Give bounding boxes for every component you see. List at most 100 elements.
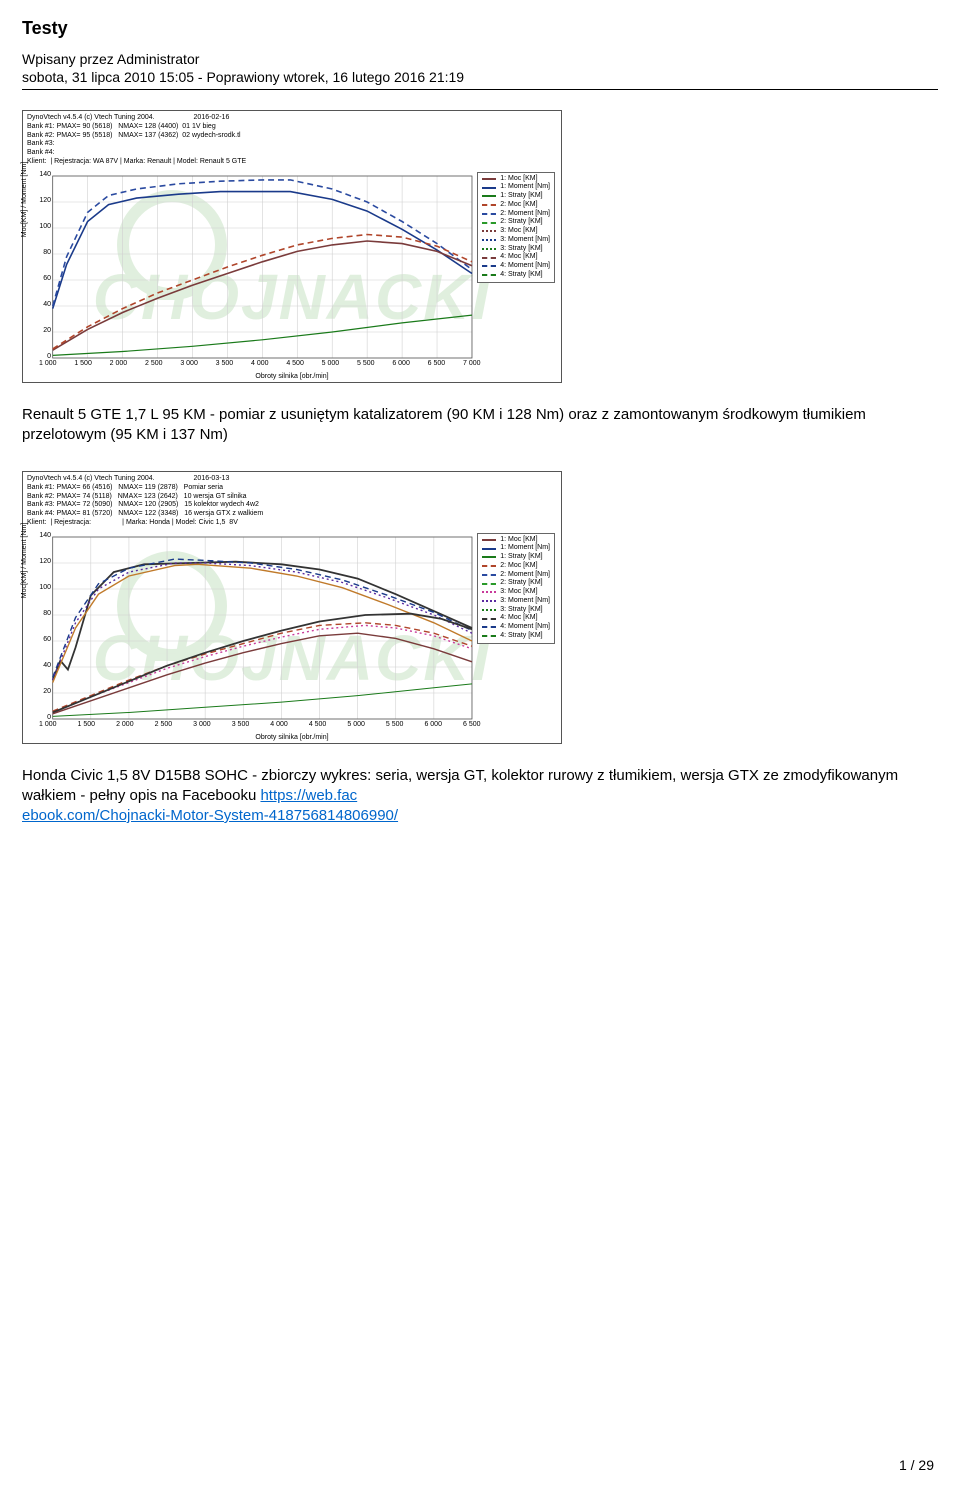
xtick-label: 4 000	[270, 721, 288, 728]
xtick-label: 1 000	[39, 721, 57, 728]
legend-swatch	[482, 257, 496, 259]
legend-label: 4: Straty [KM]	[500, 271, 542, 280]
ytick-label: 0	[31, 353, 51, 360]
legend-item: 1: Moc [KM]	[482, 536, 550, 545]
legend-item: 1: Moment [Nm]	[482, 183, 550, 192]
legend-label: 4: Straty [KM]	[500, 632, 542, 641]
ytick-label: 120	[31, 558, 51, 565]
chart2-body: CHOJNACKI Moc[KM] / Moment [Nm] Obroty s…	[25, 531, 559, 741]
ytick-label: 80	[31, 249, 51, 256]
legend-swatch	[482, 230, 496, 232]
legend-swatch	[482, 548, 496, 550]
chart1-legend: 1: Moc [KM]1: Moment [Nm]1: Straty [KM]2…	[477, 172, 555, 283]
doc-title: Testy	[22, 18, 938, 39]
legend-label: 1: Straty [KM]	[500, 553, 542, 562]
legend-swatch	[482, 187, 496, 189]
legend-swatch	[482, 213, 496, 215]
xtick-label: 6 000	[392, 360, 410, 367]
legend-label: 1: Straty [KM]	[500, 192, 542, 201]
ytick-label: 60	[31, 275, 51, 282]
ytick-label: 0	[31, 714, 51, 721]
legend-swatch	[482, 600, 496, 602]
xtick-label: 1 500	[74, 360, 92, 367]
ytick-label: 80	[31, 610, 51, 617]
legend-item: 4: Straty [KM]	[482, 271, 550, 280]
legend-swatch	[482, 583, 496, 585]
legend-label: 3: Moment [Nm]	[500, 597, 550, 606]
legend-item: 3: Moc [KM]	[482, 227, 550, 236]
legend-item: 4: Moc [KM]	[482, 614, 550, 623]
xtick-label: 2 000	[110, 360, 128, 367]
chart1-ylabel: Moc[KM] / Moment [Nm]	[21, 161, 28, 236]
xtick-label: 3 500	[216, 360, 234, 367]
legend-swatch	[482, 565, 496, 567]
legend-label: 1: Moment [Nm]	[500, 183, 550, 192]
ytick-label: 140	[31, 532, 51, 539]
legend-label: 4: Moment [Nm]	[500, 623, 550, 632]
ytick-label: 100	[31, 223, 51, 230]
legend-item: 2: Straty [KM]	[482, 218, 550, 227]
legend-label: 2: Moment [Nm]	[500, 210, 550, 219]
dyno-chart-2: DynoVtech v4.5.4 (c) Vtech Tuning 2004. …	[22, 471, 562, 744]
ytick-label: 60	[31, 636, 51, 643]
legend-item: 3: Straty [KM]	[482, 245, 550, 254]
caption2-text: Honda Civic 1,5 8V D15B8 SOHC - zbiorczy…	[22, 767, 898, 804]
legend-swatch	[482, 265, 496, 267]
legend-swatch	[482, 591, 496, 593]
legend-label: 3: Straty [KM]	[500, 245, 542, 254]
legend-item: 3: Straty [KM]	[482, 606, 550, 615]
chart2-legend: 1: Moc [KM]1: Moment [Nm]1: Straty [KM]2…	[477, 533, 555, 644]
legend-swatch	[482, 626, 496, 628]
legend-label: 2: Moc [KM]	[500, 201, 537, 210]
legend-label: 3: Straty [KM]	[500, 606, 542, 615]
xtick-label: 5 500	[386, 721, 404, 728]
xtick-label: 4 000	[251, 360, 269, 367]
xtick-label: 3 500	[232, 721, 250, 728]
legend-swatch	[482, 539, 496, 541]
legend-item: 1: Moc [KM]	[482, 175, 550, 184]
xtick-label: 5 000	[347, 721, 365, 728]
legend-item: 3: Moc [KM]	[482, 588, 550, 597]
chart2-xlabel: Obroty silnika [obr./min]	[255, 734, 328, 741]
xtick-label: 2 000	[116, 721, 134, 728]
xtick-label: 3 000	[193, 721, 211, 728]
xtick-label: 2 500	[155, 721, 173, 728]
xtick-label: 6 500	[463, 721, 481, 728]
legend-swatch	[482, 556, 496, 558]
legend-swatch	[482, 195, 496, 197]
facebook-link-part1[interactable]: https://web.fac	[260, 787, 357, 804]
legend-label: 2: Straty [KM]	[500, 218, 542, 227]
chart2-header: DynoVtech v4.5.4 (c) Vtech Tuning 2004. …	[25, 474, 559, 531]
xtick-label: 6 500	[428, 360, 446, 367]
legend-item: 4: Moment [Nm]	[482, 262, 550, 271]
legend-item: 2: Moc [KM]	[482, 201, 550, 210]
legend-item: 4: Straty [KM]	[482, 632, 550, 641]
legend-swatch	[482, 635, 496, 637]
legend-label: 4: Moc [KM]	[500, 253, 537, 262]
legend-swatch	[482, 274, 496, 276]
caption-2: Honda Civic 1,5 8V D15B8 SOHC - zbiorczy…	[22, 766, 938, 827]
ytick-label: 20	[31, 688, 51, 695]
chart1-xlabel: Obroty silnika [obr./min]	[255, 373, 328, 380]
xtick-label: 3 000	[180, 360, 198, 367]
legend-label: 2: Moment [Nm]	[500, 571, 550, 580]
caption1-text: Renault 5 GTE 1,7 L 95 KM - pomiar z usu…	[22, 406, 866, 443]
legend-swatch	[482, 618, 496, 620]
legend-label: 4: Moment [Nm]	[500, 262, 550, 271]
legend-label: 1: Moc [KM]	[500, 175, 537, 184]
ytick-label: 140	[31, 171, 51, 178]
ytick-label: 100	[31, 584, 51, 591]
xtick-label: 6 000	[424, 721, 442, 728]
legend-swatch	[482, 574, 496, 576]
legend-swatch	[482, 178, 496, 180]
legend-label: 1: Moc [KM]	[500, 536, 537, 545]
facebook-link-part2[interactable]: ebook.com/Chojnacki-Motor-System-4187568…	[22, 807, 398, 824]
ytick-label: 20	[31, 327, 51, 334]
legend-swatch	[482, 248, 496, 250]
legend-item: 3: Moment [Nm]	[482, 597, 550, 606]
xtick-label: 5 500	[357, 360, 375, 367]
chart2-ylabel: Moc[KM] / Moment [Nm]	[21, 522, 28, 597]
legend-label: 3: Moc [KM]	[500, 588, 537, 597]
dateline: sobota, 31 lipca 2010 15:05 - Poprawiony…	[22, 69, 938, 90]
legend-item: 4: Moc [KM]	[482, 253, 550, 262]
